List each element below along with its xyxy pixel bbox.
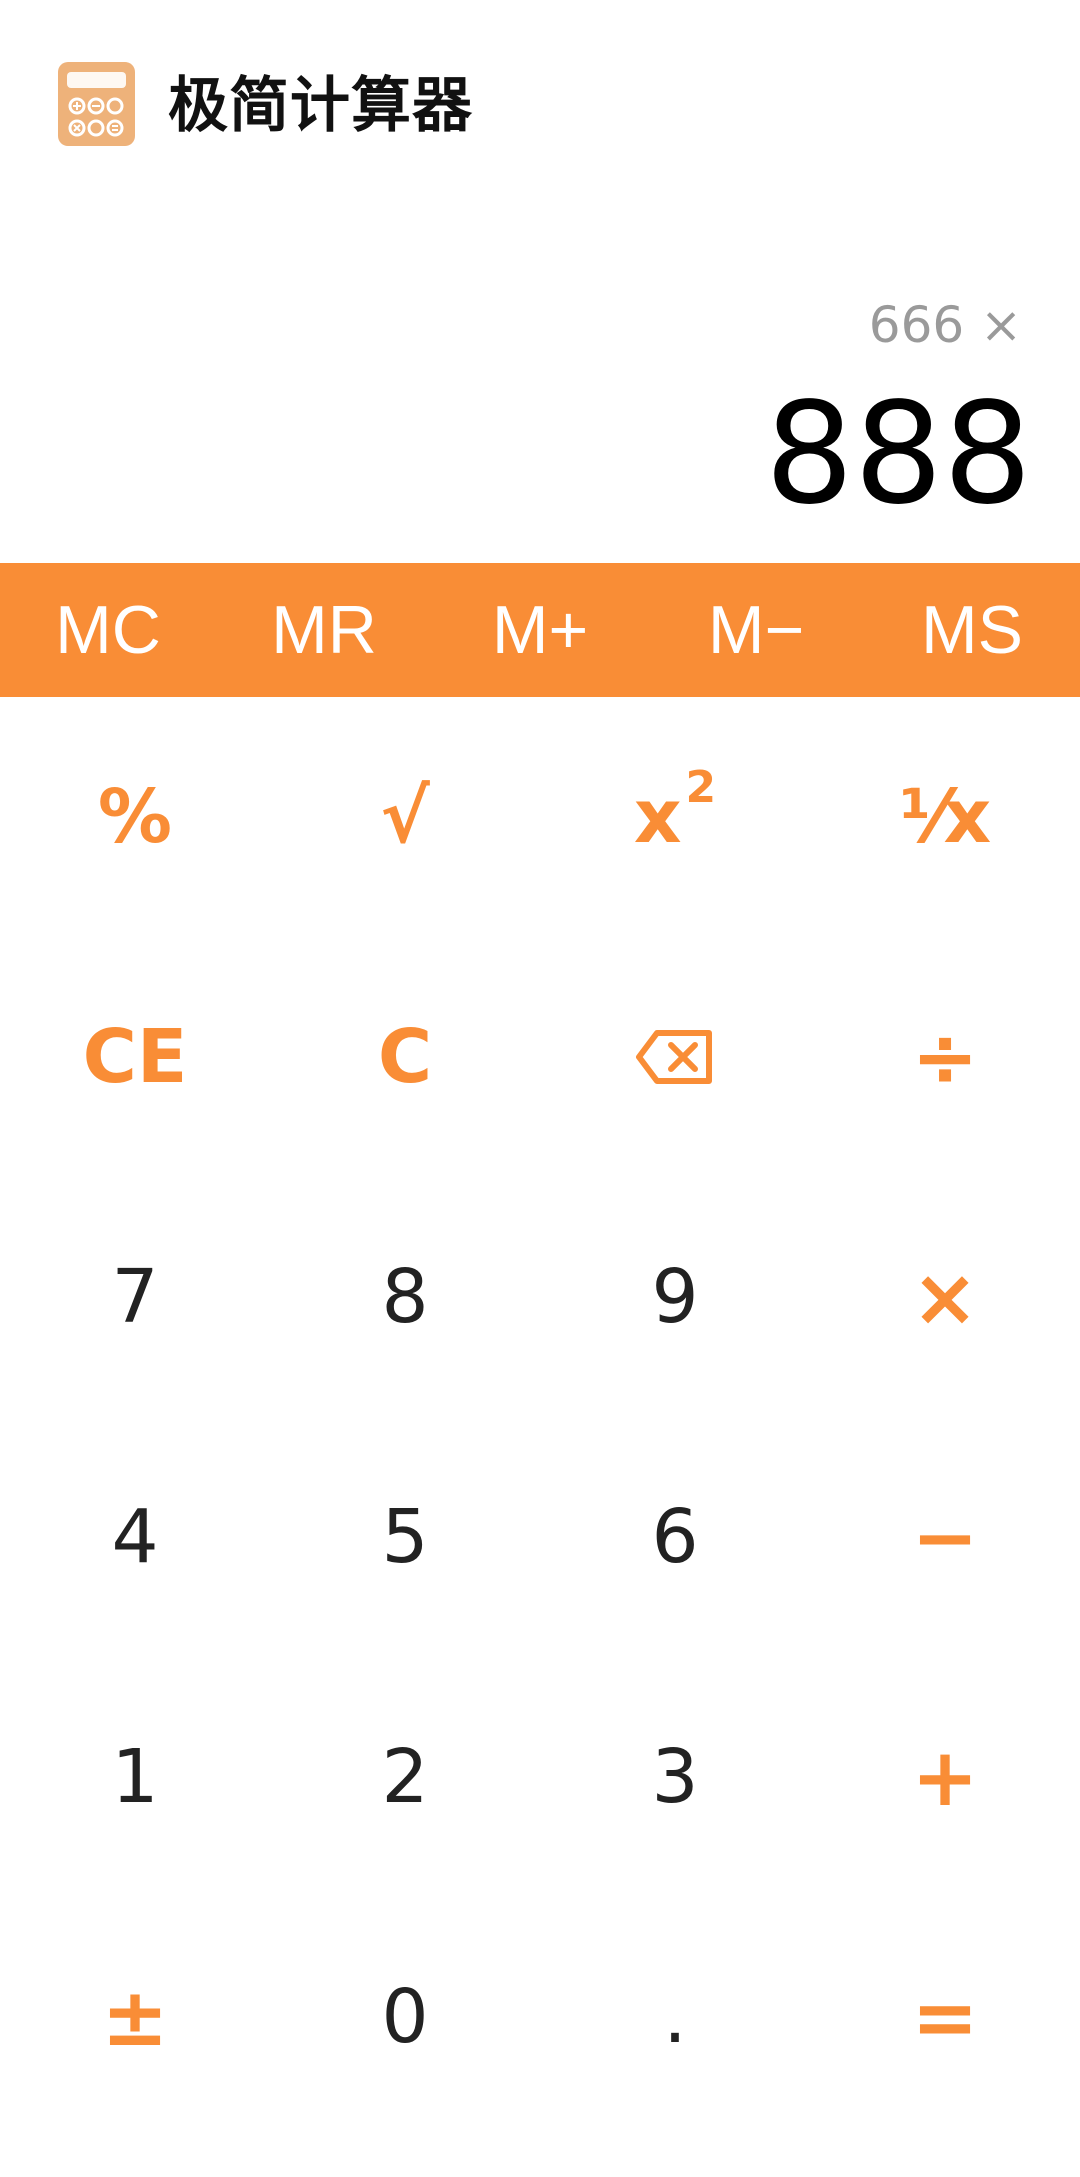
digit-2-button[interactable]: 2 [381,1734,429,1820]
equals-button[interactable]: = [911,1970,979,2064]
memory-recall-button[interactable]: MR [271,592,377,668]
clear-button[interactable]: C [377,1014,433,1100]
memory-store-button[interactable]: MS [921,592,1023,668]
digit-3-button[interactable]: 3 [651,1734,699,1820]
memory-subtract-button[interactable]: M− [707,592,805,668]
square-base: x [633,774,682,860]
memory-add-button[interactable]: M+ [491,592,589,668]
clear-entry-button[interactable]: CE [82,1014,188,1100]
square-exponent: 2 [685,761,717,813]
calculator-icon [58,62,135,146]
square-root-button[interactable]: √ [380,774,430,860]
digit-4-button[interactable]: 4 [111,1494,159,1580]
percent-button[interactable]: % [97,774,173,860]
digit-7-button[interactable]: 7 [111,1254,159,1340]
calculator-display: 666 × 888 [0,270,1080,560]
digit-1-button[interactable]: 1 [111,1734,159,1820]
reciprocal-label: ¹⁄x [898,774,992,860]
digit-5-button[interactable]: 5 [381,1494,429,1580]
reciprocal-button[interactable]: ¹⁄x [810,697,1080,937]
minus-button[interactable]: − [911,1490,979,1584]
divide-button[interactable]: ÷ [911,1010,979,1104]
app-header: 极简计算器 [0,0,1080,210]
digit-6-button[interactable]: 6 [651,1494,699,1580]
multiply-button[interactable]: × [911,1250,979,1344]
expression-text: 666 × [868,296,1022,354]
decimal-point-button[interactable]: . [663,1974,687,2060]
app-title: 极简计算器 [168,71,473,141]
digit-0-button[interactable]: 0 [381,1974,429,2060]
plus-minus-button[interactable]: ± [101,1970,169,2064]
memory-bar: MC MR M+ M− MS [0,563,1080,697]
plus-button[interactable]: + [911,1730,979,1824]
backspace-button[interactable] [540,937,810,1177]
digit-9-button[interactable]: 9 [651,1254,699,1340]
result-text: 888 [764,373,1032,536]
digit-8-button[interactable]: 8 [381,1254,429,1340]
memory-clear-button[interactable]: MC [55,592,161,668]
backspace-icon [636,1030,712,1084]
